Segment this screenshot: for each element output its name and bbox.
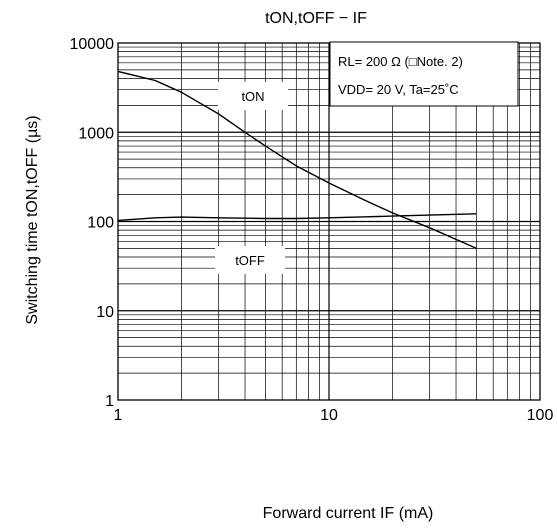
series-line-toff [117, 213, 477, 222]
series-lines [117, 70, 477, 250]
x-tick-label: 10 [320, 407, 338, 424]
tick-labels: 1 10 100 1 10 100 1000 10000 [70, 36, 554, 424]
condition-line-1: RL= 200 Ω (□Note. 2) [338, 54, 463, 69]
plot-frame [117, 42, 541, 401]
series-label-ton: tON [241, 89, 264, 104]
y-tick-label: 100 [87, 215, 114, 232]
x-tick-label: 1 [114, 407, 123, 424]
y-tick-label: 1000 [78, 125, 114, 142]
y-axis-label: Switching time tON,tOFF (µs) [24, 115, 41, 324]
y-tick-label: 10000 [70, 36, 115, 53]
chart-title: tON,tOFF − IF [265, 10, 367, 27]
label-box-toff: tOFF [215, 246, 285, 274]
x-axis-label: Forward current IF (mA) [263, 505, 434, 522]
conditions-box: RL= 200 Ω (□Note. 2) VDD= 20 V, Ta=25˚C [329, 41, 519, 107]
series-label-toff: tOFF [235, 253, 265, 268]
condition-line-2: VDD= 20 V, Ta=25˚C [338, 82, 459, 97]
y-tick-label: 1 [105, 393, 114, 410]
y-tick-label: 10 [96, 304, 114, 321]
label-box-ton: tON [218, 82, 288, 110]
x-tick-label: 100 [527, 407, 554, 424]
